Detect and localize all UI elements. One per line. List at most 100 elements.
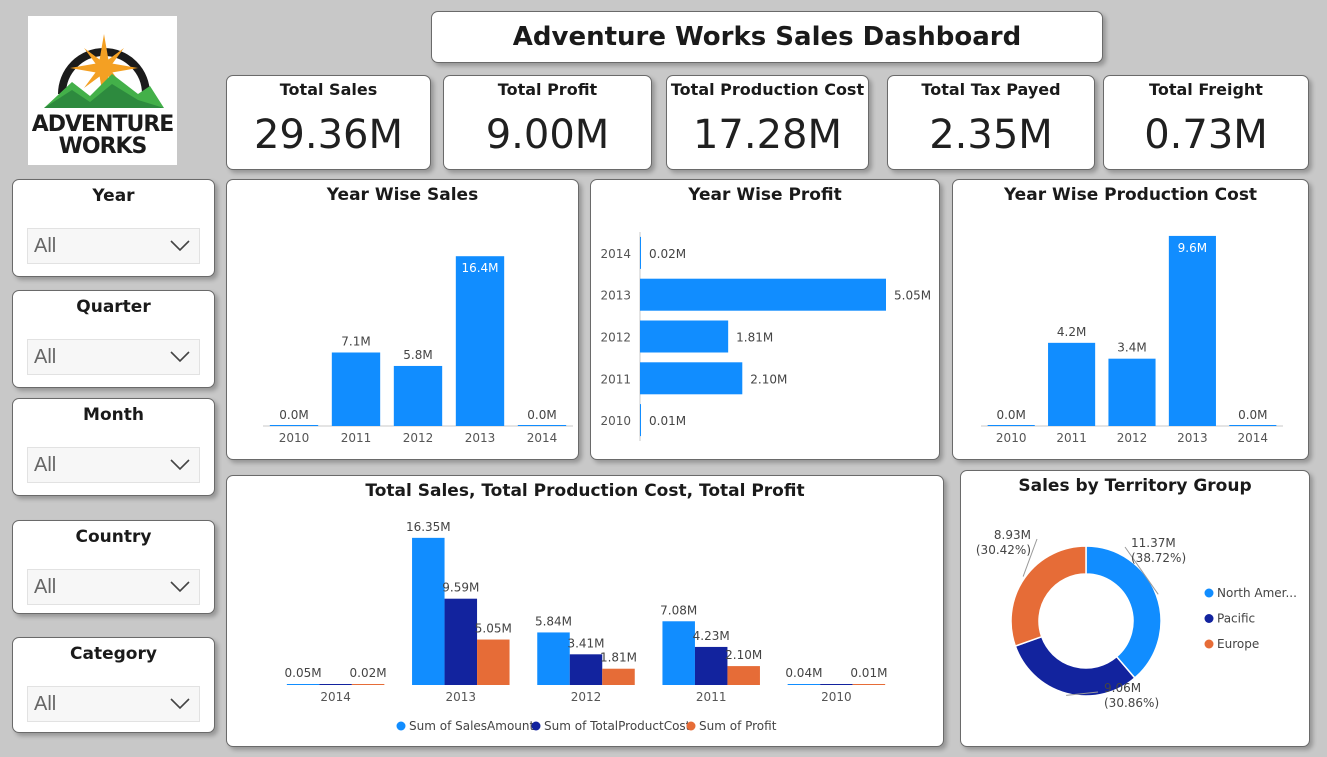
logo-mark [44,34,164,108]
sales-by-territory-plot: 11.37M(38.72%) 9.06M(30.86%) 8.93M(30.42%)… [976,528,1297,710]
slicer-selected-value: All [34,346,57,368]
kpi-card-total-production-cost[interactable]: Total Production Cost 17.28M [666,75,869,170]
kpi-label: Total Tax Payed [921,80,1061,99]
x-tick-label: 2012 [1117,431,1148,445]
chart-sales-cost-profit[interactable]: Total Sales, Total Production Cost, Tota… [226,475,944,747]
slicer-dropdown-country[interactable]: All [27,569,200,605]
bar [640,320,729,353]
kpi-label: Total Freight [1149,80,1263,99]
slicer-label: Country [75,527,152,547]
slicer-label: Quarter [76,297,151,317]
logo-text-line1: ADVENTURE [31,112,175,137]
legend-label: Sum of TotalProductCost [544,719,691,733]
kpi-label: Total Production Cost [670,80,865,99]
data-label-percent: (38.72%) [1131,551,1186,565]
leader-line [1066,691,1099,696]
slicer-selected-value: All [34,235,57,257]
bar [393,365,443,426]
data-label: 9.59M [442,581,479,595]
y-tick-label: 2012 [600,331,631,345]
data-label: 0.05M [285,666,322,680]
kpi-card-total-freight[interactable]: Total Freight 0.73M [1103,75,1309,170]
bar [269,425,319,426]
bar [1108,358,1156,426]
x-tick-label: 2014 [1238,431,1269,445]
chart-title: Year Wise Profit [688,185,842,205]
sales-cost-profit-plot: 0.05M 0.02M 2014 16.35M 9.59M 5.05M 2013 5.84M 3… [285,520,888,733]
data-label: 0.0M [996,408,1025,422]
bar [640,362,743,395]
bar-profit [852,684,886,685]
kpi-value: 29.36M [253,112,404,158]
dashboard-title: Adventure Works Sales Dashboard [512,22,1022,52]
kpi-card-total-profit[interactable]: Total Profit 9.00M [443,75,652,170]
x-tick-label: 2011 [1056,431,1087,445]
bar [640,404,641,437]
chart-sales-by-territory[interactable]: Sales by Territory Group 11.37M (38.72%) 9… [960,470,1310,747]
slicer-dropdown-year[interactable]: All [27,228,200,264]
y-tick-label: 2014 [600,247,631,261]
slicer-year: Year All [12,179,215,277]
slicer-label: Category [70,644,157,664]
legend-marker [396,721,406,731]
leader-line [1022,538,1038,577]
bar-cost [444,598,478,685]
data-label: 16.35M [406,520,451,534]
data-label: 8.93M [994,528,1031,542]
bar-profit [727,666,760,685]
x-tick-label: 2011 [696,690,727,704]
x-tick-label: 2012 [403,431,434,445]
x-tick-label: 2010 [996,431,1027,445]
chart-title: Year Wise Sales [326,185,479,205]
data-label-percent: (30.42%) [976,543,1031,557]
slicer-month: Month All [12,398,215,496]
data-label: 0.04M [785,666,822,680]
legend-label: North Amer... [1217,586,1297,600]
bar-sales [412,537,445,685]
bar-profit [477,639,510,685]
slicer-country: Country All [12,520,215,614]
slicer-dropdown-category[interactable]: All [27,686,200,722]
kpi-card-total-tax-payed[interactable]: Total Tax Payed 2.35M [887,75,1095,170]
data-label: 0.0M [279,408,308,422]
chevron-down-icon [170,351,190,363]
data-label: 2.10M [750,372,787,386]
data-label: 3.4M [1117,341,1146,355]
data-label: 5.84M [535,614,572,628]
x-tick-label: 2014 [320,690,351,704]
dashboard-title-card: Adventure Works Sales Dashboard [431,11,1103,63]
chart-year-wise-sales[interactable]: Year Wise Sales 0.0M 2010 7.1M 2011 5.8M 2012… [226,179,579,460]
legend-marker [1204,614,1214,623]
bar-sales [537,632,570,685]
kpi-value: 0.73M [1144,112,1268,158]
slicer-dropdown-month[interactable]: All [27,447,200,483]
data-label: 0.02M [649,247,686,261]
leader-line [1124,546,1159,595]
chart-title: Total Sales, Total Production Cost, Tota… [365,481,805,501]
chart-title: Year Wise Production Cost [1003,185,1258,205]
data-label: 11.37M [1131,536,1176,550]
chart-title: Sales by Territory Group [1018,476,1252,496]
data-label: 3.41M [567,636,604,650]
x-tick-label: 2011 [341,431,372,445]
data-label: 16.4M [461,261,498,275]
chart-year-wise-production-cost[interactable]: Year Wise Production Cost 0.0M 2010 4.2M 20… [952,179,1309,460]
kpi-card-total-sales[interactable]: Total Sales 29.36M [226,75,431,170]
bar-sales [662,621,695,685]
donut-slice [1014,635,1136,697]
chevron-down-icon [170,581,190,593]
kpi-value: 17.28M [692,112,843,158]
chart-year-wise-profit[interactable]: Year Wise Profit 0.02M 2014 5.05M 2013 1.81M… [590,179,940,460]
x-tick-label: 2013 [446,690,477,704]
data-label: 7.1M [341,334,370,348]
bar-sales [286,684,320,685]
data-label: 1.81M [600,651,637,665]
slicer-dropdown-quarter[interactable]: All [27,339,200,375]
bar [1048,342,1096,426]
bar-cost [694,646,728,685]
chevron-down-icon [170,459,190,471]
x-tick-label: 2014 [527,431,558,445]
x-tick-label: 2010 [279,431,310,445]
bar [331,352,381,426]
legend-marker [1204,639,1214,649]
